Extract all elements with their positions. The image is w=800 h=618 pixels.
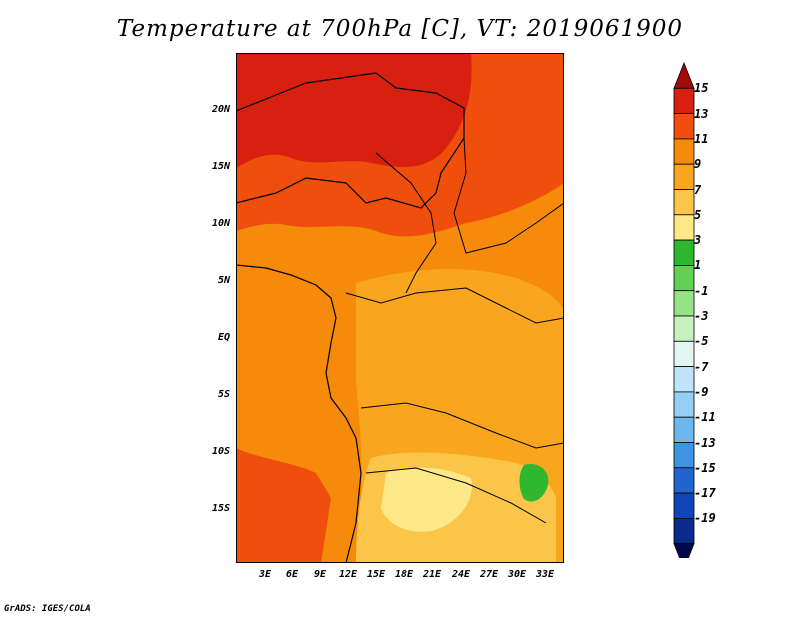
colorbar-swatch xyxy=(673,517,695,545)
colorbar-swatch xyxy=(673,416,695,443)
colorbar-swatch xyxy=(673,87,695,114)
latitude-label: 5N xyxy=(217,275,230,286)
longitude-label: 15E xyxy=(366,569,386,580)
coastline xyxy=(236,264,362,563)
colorbar-label: -19 xyxy=(694,511,716,526)
colorbar-swatch xyxy=(673,239,695,266)
colorbar-swatch xyxy=(673,214,695,241)
map-frame xyxy=(236,53,564,563)
colorbar-swatch xyxy=(673,189,695,216)
colorbar-label: -9 xyxy=(694,384,709,399)
inner-borders-5 xyxy=(453,137,564,254)
longitude-label: 24E xyxy=(451,569,471,580)
longitude-label: 21E xyxy=(422,569,442,580)
colorbar-label: -7 xyxy=(694,359,709,374)
longitude-label: 30E xyxy=(507,569,527,580)
palest-zone xyxy=(381,467,472,532)
country-borders xyxy=(236,72,465,209)
longitude-label: 3E xyxy=(258,569,272,580)
temperature-map xyxy=(236,53,564,563)
colorbar-label: 9 xyxy=(694,157,702,172)
inner-borders-2 xyxy=(360,402,564,449)
hottest-sahara-zone xyxy=(236,53,472,168)
colorbar-label: 1 xyxy=(694,258,702,273)
colorbar-swatch xyxy=(673,315,695,342)
colorbar-swatch xyxy=(673,138,695,165)
colorbar-label: -17 xyxy=(694,486,716,501)
colorbar-swatch xyxy=(673,366,695,393)
colorbar-label: -5 xyxy=(694,334,709,349)
colorbar-label: -3 xyxy=(694,309,709,323)
colorbar-label: -1 xyxy=(694,283,709,298)
longitude-label: 33E xyxy=(535,569,555,580)
colorbar-label: 3 xyxy=(694,233,702,248)
colorbar-swatch xyxy=(673,264,695,292)
colorbar-label: 7 xyxy=(694,182,702,197)
latitude-label: 15N xyxy=(211,161,230,172)
colorbar-swatch xyxy=(673,113,695,140)
inner-borders-4 xyxy=(375,152,437,294)
colorbar-swatch xyxy=(673,467,695,494)
colorbar-swatch xyxy=(673,340,695,367)
colorbar-swatch xyxy=(673,290,695,317)
map-title: Temperature at 700hPa [C], VT: 201906190… xyxy=(116,16,684,42)
inner-borders xyxy=(345,287,564,324)
colorbar-swatch xyxy=(673,391,695,418)
colorbar-label: 5 xyxy=(694,207,702,222)
colorbar xyxy=(673,61,695,558)
inner-borders-3 xyxy=(365,467,547,524)
longitude-label: 6E xyxy=(285,569,299,580)
latitude-label: 10S xyxy=(211,446,230,457)
colorbar-swatch xyxy=(673,442,695,469)
hot-east-zone xyxy=(471,53,564,108)
colorbar-label: 13 xyxy=(694,106,709,121)
colorbar-swatch xyxy=(673,492,695,519)
southwest-hot-zone xyxy=(236,448,331,563)
latitude-label: 15S xyxy=(211,503,230,514)
latitude-label: 10N xyxy=(211,218,230,229)
colorbar-label: -15 xyxy=(694,460,716,475)
latitude-label: 20N xyxy=(211,104,230,115)
green-cold-zone xyxy=(519,463,549,502)
colorbar-swatch xyxy=(673,61,695,89)
colorbar-label: 11 xyxy=(694,131,709,146)
longitude-label: 27E xyxy=(479,569,499,580)
longitude-label: 12E xyxy=(338,569,358,580)
colorbar-label: -13 xyxy=(694,435,716,450)
latitude-label: 5S xyxy=(217,389,230,400)
grads-credit: GrADS: IGES/COLA xyxy=(4,604,91,614)
colorbar-label: -11 xyxy=(694,410,716,425)
longitude-label: 18E xyxy=(394,569,414,580)
longitude-label: 9E xyxy=(313,569,327,580)
colorbar-label: 15 xyxy=(694,81,709,96)
colorbar-swatch xyxy=(673,163,695,190)
colorbar-swatch xyxy=(673,543,695,558)
latitude-label: EQ xyxy=(217,332,230,343)
